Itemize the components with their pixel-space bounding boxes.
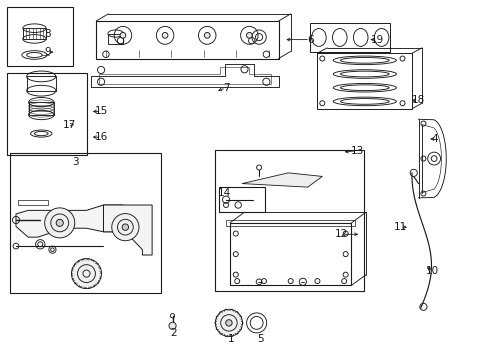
Text: 10: 10 bbox=[425, 266, 438, 276]
Text: 1: 1 bbox=[227, 334, 234, 344]
Polygon shape bbox=[16, 205, 122, 237]
Text: 4: 4 bbox=[431, 134, 438, 144]
Text: 3: 3 bbox=[72, 157, 79, 167]
Ellipse shape bbox=[215, 309, 242, 337]
Text: 9: 9 bbox=[44, 47, 51, 57]
Bar bbox=[218, 187, 264, 212]
Ellipse shape bbox=[122, 224, 128, 230]
Text: 7: 7 bbox=[222, 83, 229, 93]
Ellipse shape bbox=[246, 32, 252, 38]
Text: 5: 5 bbox=[257, 334, 264, 344]
Bar bbox=[7, 7, 73, 66]
Text: 13: 13 bbox=[350, 146, 363, 156]
Bar bbox=[225, 220, 355, 226]
Bar bbox=[27, 76, 56, 91]
Ellipse shape bbox=[162, 32, 167, 38]
Text: 8: 8 bbox=[44, 28, 51, 39]
Bar bbox=[23, 28, 46, 39]
Bar bbox=[29, 102, 54, 115]
Text: 16: 16 bbox=[94, 132, 107, 142]
Ellipse shape bbox=[56, 219, 63, 226]
Ellipse shape bbox=[44, 208, 75, 238]
Text: 12: 12 bbox=[334, 229, 347, 239]
Ellipse shape bbox=[169, 322, 176, 329]
Bar bbox=[309, 23, 389, 52]
Text: 17: 17 bbox=[62, 120, 76, 130]
Bar bbox=[215, 150, 363, 291]
Bar bbox=[96, 21, 278, 59]
Ellipse shape bbox=[120, 32, 125, 38]
Text: 14: 14 bbox=[217, 188, 230, 198]
Text: 15: 15 bbox=[94, 107, 107, 116]
Text: 18: 18 bbox=[411, 95, 425, 105]
Text: 6: 6 bbox=[306, 35, 313, 45]
Text: 11: 11 bbox=[393, 222, 406, 232]
Bar bbox=[108, 33, 123, 44]
Bar bbox=[229, 223, 351, 285]
Ellipse shape bbox=[112, 213, 139, 241]
Bar bbox=[7, 73, 87, 155]
Ellipse shape bbox=[71, 258, 102, 289]
Text: 19: 19 bbox=[370, 35, 383, 45]
Bar bbox=[317, 53, 411, 109]
Ellipse shape bbox=[204, 32, 210, 38]
Text: 2: 2 bbox=[170, 328, 177, 338]
Bar bbox=[10, 153, 161, 293]
Polygon shape bbox=[242, 173, 322, 187]
Ellipse shape bbox=[225, 320, 232, 326]
Polygon shape bbox=[103, 205, 152, 255]
